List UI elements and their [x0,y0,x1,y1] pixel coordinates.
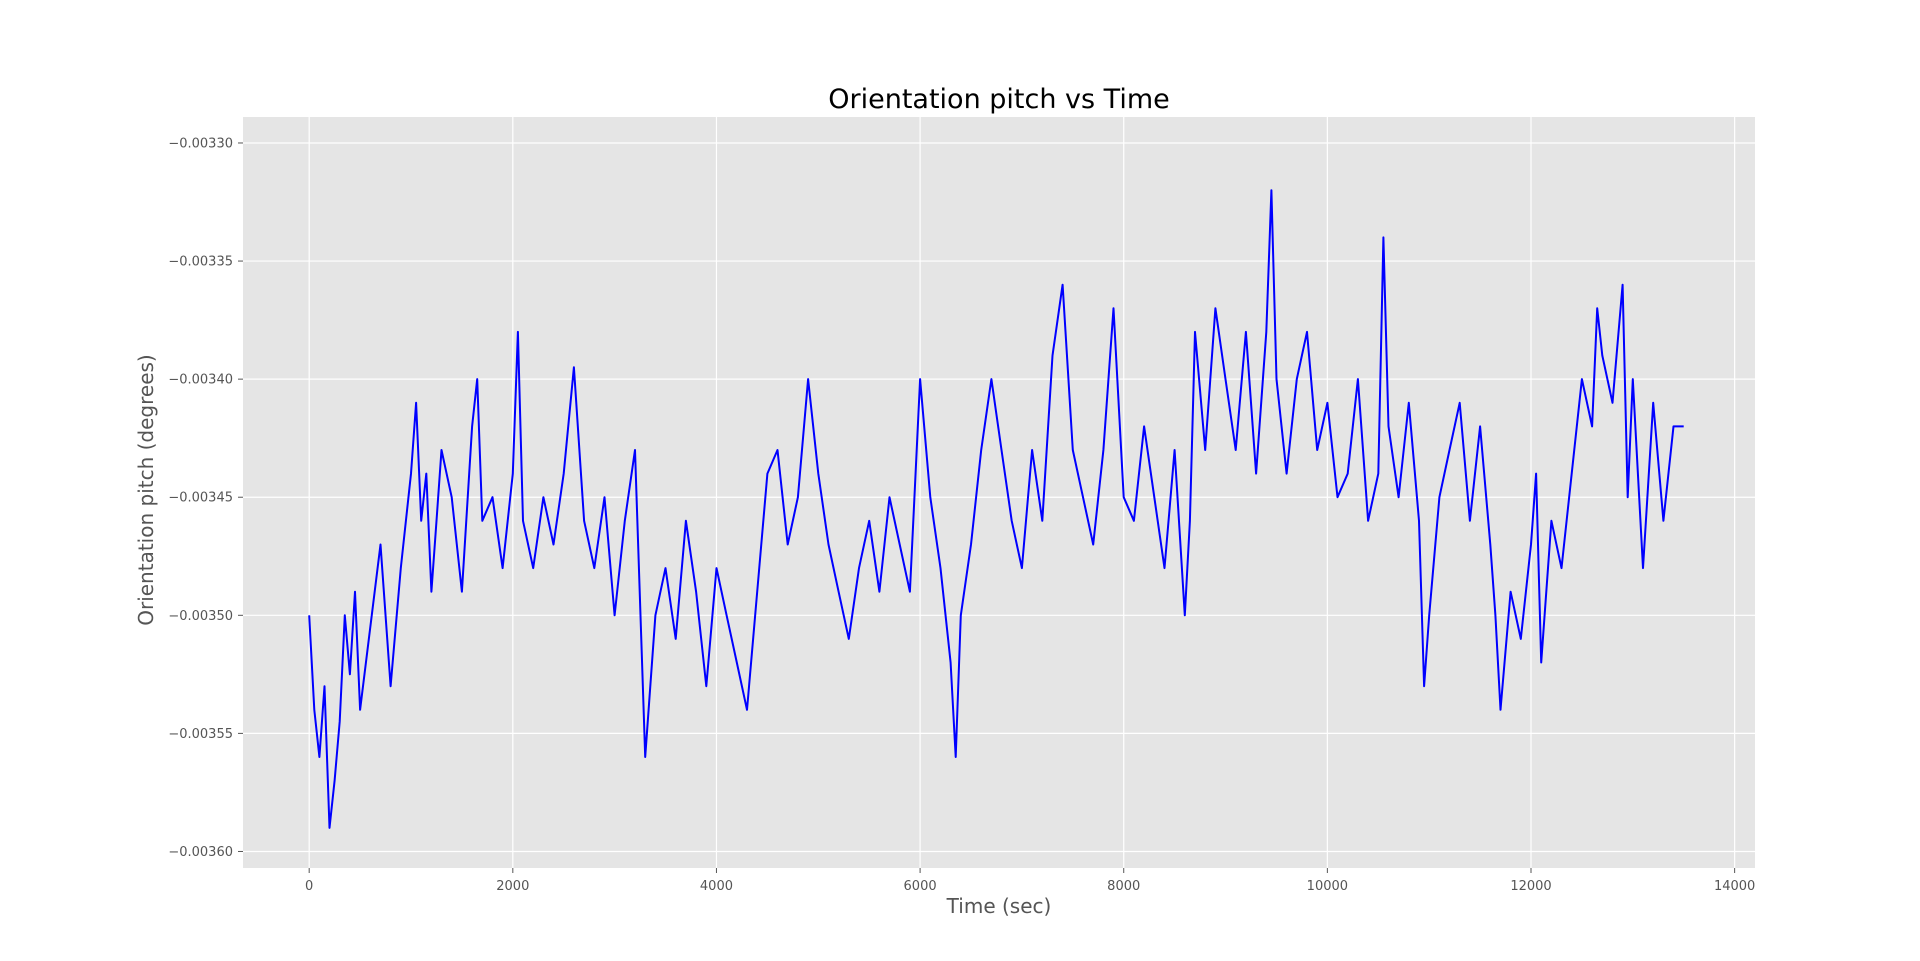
grid-lines [243,117,1755,868]
x-tick-label: 14000 [1714,879,1755,894]
y-tick-label: −0.00330 [168,136,233,151]
y-tick-label: −0.00345 [168,491,233,506]
x-axis-label: Time (sec) [946,894,1052,918]
x-axis-ticks: 0 2000 4000 6000 8000 10000 12000 14000 [305,868,1755,894]
x-tick-label: 12000 [1510,879,1551,894]
y-tick-label: −0.00335 [168,255,233,270]
plot-background [243,117,1755,868]
y-axis-ticks: −0.00330 −0.00335 −0.00340 −0.00345 −0.00350… [168,136,243,860]
x-tick-label: 10000 [1307,879,1348,894]
y-tick-label: −0.00360 [168,845,233,860]
x-tick-label: 6000 [904,879,937,894]
x-tick-label: 2000 [496,879,529,894]
chart-title: Orientation pitch vs Time [828,84,1169,115]
y-tick-label: −0.00350 [168,609,233,624]
series-line-pitch [308,189,1684,829]
x-tick-label: 0 [305,879,313,894]
y-tick-label: −0.00355 [168,727,233,742]
x-tick-label: 8000 [1107,879,1140,894]
y-axis-label: Orientation pitch (degrees) [134,354,158,626]
x-tick-label: 4000 [700,879,733,894]
y-tick-label: −0.00340 [168,373,233,388]
